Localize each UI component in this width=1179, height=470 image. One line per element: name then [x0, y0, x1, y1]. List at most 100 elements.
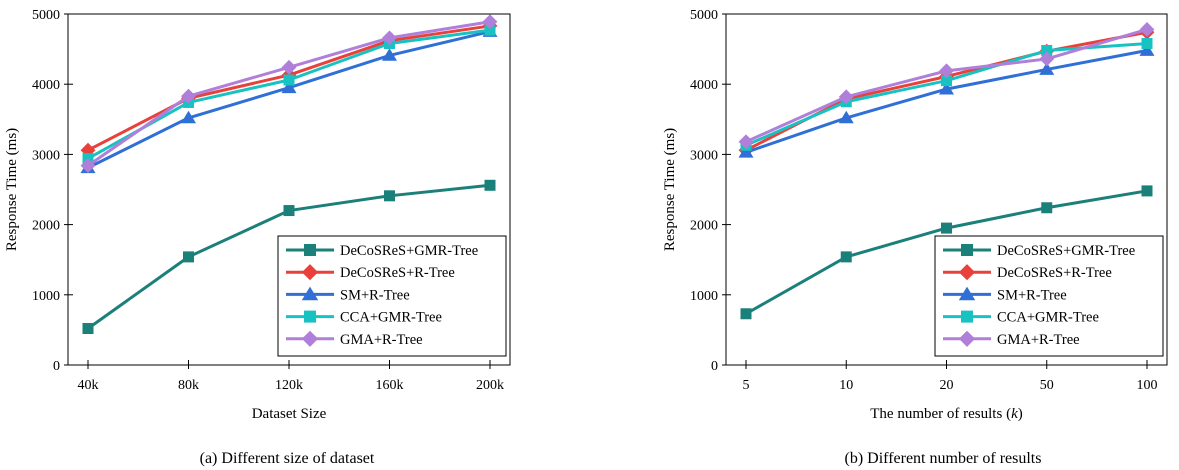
series-line — [87, 30, 491, 170]
data-point — [181, 88, 196, 104]
legend-label: DeCoSReS+R-Tree — [340, 265, 455, 281]
data-point — [283, 74, 295, 86]
data-point — [1041, 202, 1053, 214]
data-point — [1139, 22, 1155, 37]
data-point — [1141, 185, 1153, 197]
chart-number-of-results: 0 1000 2000 3000 4000 5000 5 10 20 50 100 The numbe… — [662, 8, 1168, 467]
legend-swatch-marker — [301, 264, 319, 281]
legend-label: SM+R-Tree — [340, 287, 410, 303]
legend-label: DeCoSReS+R-Tree — [997, 265, 1112, 281]
y-tick-label: 4000 — [690, 78, 718, 93]
legend-swatch-marker — [958, 264, 976, 281]
x-tick-label: 100 — [1137, 378, 1158, 393]
legend-item: DeCoSReS+R-Tree — [943, 264, 1112, 281]
legend-item: SM+R-Tree — [943, 286, 1067, 303]
y-tick-label: 5000 — [690, 8, 718, 23]
y-axis-title: Response Time (ms) — [662, 128, 678, 251]
y-tick-label: 2000 — [690, 219, 718, 234]
data-point — [80, 142, 96, 158]
legend-label: CCA+GMR-Tree — [340, 310, 442, 326]
x-axis-title-text: The number of results ( — [870, 406, 1011, 422]
y-tick-label: 0 — [53, 359, 60, 374]
data-point — [281, 59, 297, 75]
legend-item: CCA+GMR-Tree — [286, 310, 442, 326]
legend-swatch-marker — [961, 244, 973, 256]
legend-swatch-marker — [961, 310, 973, 323]
y-tick-label: 3000 — [690, 148, 718, 163]
legend-swatch-marker — [301, 330, 319, 347]
y-tick-label: 5000 — [32, 8, 60, 23]
data-point — [384, 190, 395, 202]
x-axis-title: The number of results (k) — [870, 406, 1022, 422]
legend-item: DeCoSReS+R-Tree — [286, 264, 455, 281]
legend-item: SM+R-Tree — [286, 286, 410, 303]
data-point — [1041, 45, 1053, 57]
figure-caption: (a) Different size of dataset — [200, 450, 375, 467]
data-point — [482, 14, 498, 30]
x-tick-label: 200k — [476, 378, 504, 393]
y-axis-title: Response Time (ms) — [4, 128, 20, 251]
data-point — [484, 179, 496, 191]
data-point — [281, 80, 297, 94]
data-point — [180, 110, 197, 124]
data-point — [738, 134, 754, 150]
x-tick-label: 5 — [743, 378, 750, 393]
series-decosres-gmr-tree — [740, 185, 1153, 320]
data-point — [838, 89, 854, 105]
series-decosres-gmr-tree — [82, 179, 496, 334]
data-point — [840, 251, 852, 263]
y-tick-label: 0 — [711, 359, 718, 374]
data-point — [382, 30, 397, 46]
x-axis-title-text: Dataset Size — [252, 406, 327, 422]
legend-swatch-marker — [301, 286, 319, 301]
x-tick-label: 10 — [839, 378, 853, 393]
legend-label: GMA+R-Tree — [340, 332, 423, 348]
data-point — [941, 222, 952, 234]
legend-item: GMA+R-Tree — [943, 330, 1080, 348]
y-tick-label: 4000 — [32, 78, 60, 93]
series-sm-r-tree — [738, 43, 1155, 158]
data-point — [381, 48, 398, 61]
data-point — [1139, 43, 1155, 56]
legend-swatch-marker — [958, 330, 976, 347]
data-point — [283, 205, 295, 217]
x-tick-label: 160k — [376, 378, 404, 393]
data-point — [82, 322, 94, 334]
x-tick-label: 120k — [275, 378, 303, 393]
data-point — [80, 158, 96, 174]
series-sm-r-tree — [80, 24, 498, 174]
y-tick-label: 3000 — [32, 148, 60, 163]
chart-dataset-size: 0 1000 2000 3000 4000 5000 40k 80k 120k 160k 200k D… — [4, 8, 511, 467]
x-axis-title-italic: k — [1011, 406, 1018, 422]
legend-label: SM+R-Tree — [997, 287, 1067, 303]
series-gma-r-tree — [80, 14, 498, 174]
series-gma-r-tree — [738, 22, 1155, 150]
legend-item: DeCoSReS+GMR-Tree — [943, 243, 1135, 259]
data-point — [939, 63, 954, 79]
legend-swatch-marker — [958, 286, 976, 301]
y-tick-label: 2000 — [32, 219, 60, 234]
data-point — [738, 145, 754, 158]
legend-label: CCA+GMR-Tree — [997, 310, 1099, 326]
legend-swatch-marker — [304, 310, 316, 323]
data-point — [1141, 37, 1153, 49]
x-axis-title: Dataset Size — [252, 406, 327, 422]
legend-label: DeCoSReS+GMR-Tree — [997, 243, 1135, 259]
series-line — [87, 20, 491, 167]
legend-label: GMA+R-Tree — [997, 332, 1080, 348]
data-point — [938, 81, 955, 95]
data-point — [838, 110, 854, 124]
legend-swatch-marker — [304, 244, 316, 256]
legend-label: DeCoSReS+GMR-Tree — [340, 243, 478, 259]
data-point — [484, 24, 496, 36]
data-point — [183, 251, 194, 263]
figure-caption: (b) Different number of results — [845, 450, 1042, 467]
data-point — [740, 308, 752, 320]
legend-item: CCA+GMR-Tree — [943, 310, 1099, 326]
x-axis-title-suffix: ) — [1018, 406, 1023, 422]
legend: DeCoSReS+GMR-Tree DeCoSReS+R-Tree SM+R-Tre… — [934, 235, 1164, 357]
x-tick-label: 40k — [78, 378, 99, 393]
data-point — [1039, 62, 1055, 75]
